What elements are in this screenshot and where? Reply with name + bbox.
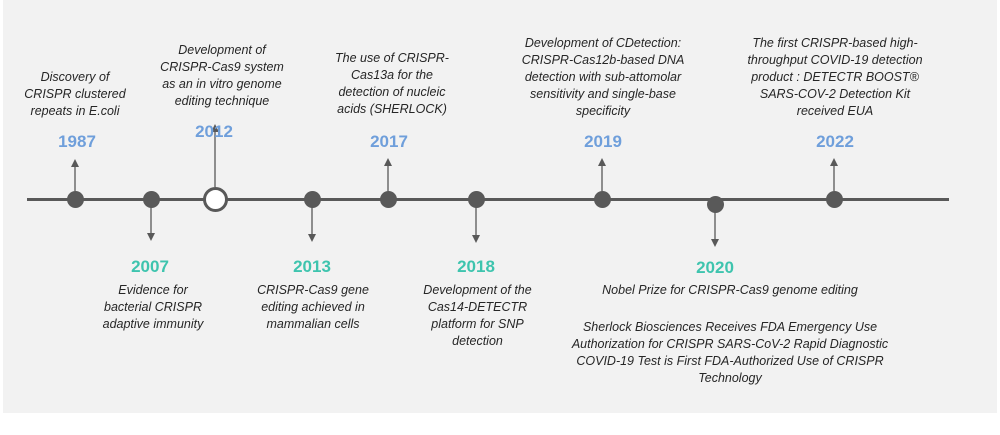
- event-text-2019: Development of CDetection: CRISPR-Cas12b…: [521, 36, 685, 118]
- event-text-2007: Evidence for bacterial CRISPR adaptive i…: [102, 283, 204, 331]
- event-text-2012: Development of CRISPR-Cas9 system as an …: [160, 43, 284, 108]
- marker-2007: [143, 191, 160, 208]
- event-text-2017: The use of CRISPR- Cas13a for the detect…: [335, 51, 449, 116]
- event-text-2013: CRISPR-Cas9 gene editing achieved in mam…: [257, 283, 369, 331]
- marker-2013: [304, 191, 321, 208]
- timeline-axis: [27, 198, 949, 201]
- year-label-2013: 2013: [293, 257, 331, 276]
- marker-2019: [594, 191, 611, 208]
- year-label-2020: 2020: [696, 258, 734, 277]
- marker-2022: [826, 191, 843, 208]
- marker-2017: [380, 191, 397, 208]
- marker-2020: [707, 196, 724, 213]
- year-label-1987: 1987: [58, 132, 96, 151]
- year-label-2017: 2017: [370, 132, 408, 151]
- marker-1987: [67, 191, 84, 208]
- event-text-1987: Discovery of CRISPR clustered repeats in…: [24, 70, 126, 118]
- event-text-2020-sherlock: Sherlock Biosciences Receives FDA Emerge…: [571, 320, 889, 385]
- year-label-2007: 2007: [131, 257, 169, 276]
- year-label-2018: 2018: [457, 257, 495, 276]
- year-label-2012: 2012: [195, 122, 233, 141]
- event-text-2018: Development of the Cas14-DETECTR platfor…: [423, 283, 532, 348]
- event-text-2020-nobel: Nobel Prize for CRISPR-Cas9 genome editi…: [602, 283, 858, 297]
- year-label-2022: 2022: [816, 132, 854, 151]
- year-label-2019: 2019: [584, 132, 622, 151]
- marker-2012: [203, 187, 228, 212]
- marker-2018: [468, 191, 485, 208]
- event-text-2022: The first CRISPR-based high- throughput …: [747, 36, 923, 118]
